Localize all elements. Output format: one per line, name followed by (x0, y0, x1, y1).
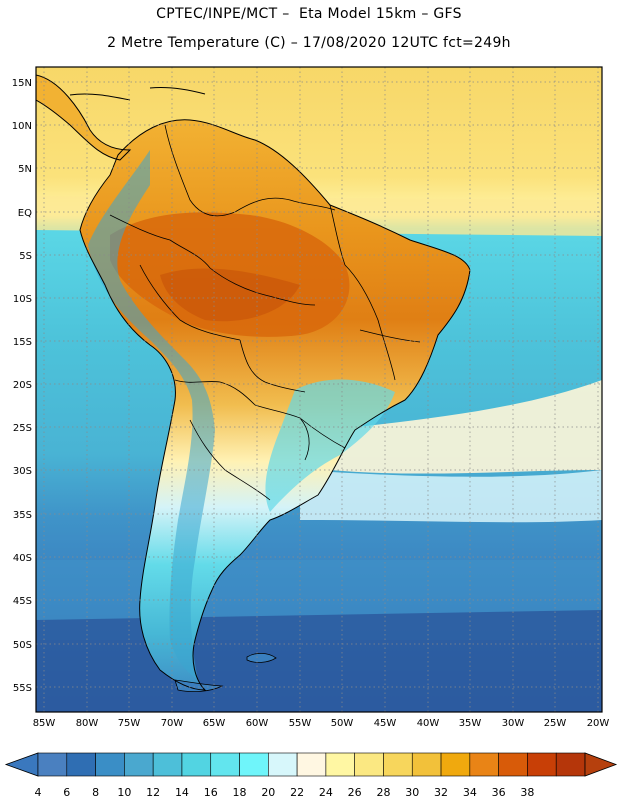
legend-tick-label: 28 (376, 786, 390, 799)
legend-high-arrow (584, 752, 618, 777)
legend-color-box (440, 752, 471, 777)
lat-label: 15S (13, 337, 32, 348)
lat-label: 10N (12, 121, 32, 132)
lon-label: 45W (374, 718, 397, 729)
legend-color-box (152, 752, 183, 777)
legend-color-box (124, 752, 154, 777)
lon-label: 25W (544, 718, 567, 729)
legend-color-box (268, 752, 298, 777)
legend-tick-label: 30 (405, 786, 419, 799)
legend-tick-label: 20 (261, 786, 275, 799)
legend-tick-label: 10 (117, 786, 131, 799)
legend-color-box (239, 752, 269, 777)
lat-label: 20S (13, 380, 32, 391)
lat-label: 15N (12, 78, 32, 89)
lat-label: 40S (13, 553, 32, 564)
legend-color-box (95, 752, 125, 777)
lat-label: 5S (19, 251, 32, 262)
legend-color-box (469, 752, 499, 777)
legend-color-box (498, 752, 528, 777)
legend-tick-label: 6 (63, 786, 70, 799)
lat-label: 10S (13, 294, 32, 305)
lon-label: 55W (289, 718, 312, 729)
legend-tick-label: 24 (319, 786, 333, 799)
legend-color-box (354, 752, 384, 777)
lon-label: 65W (203, 718, 226, 729)
legend-color-box (383, 752, 413, 777)
legend-tick-label: 38 (520, 786, 534, 799)
lat-label: 25S (13, 423, 32, 434)
map-field (36, 67, 602, 712)
legend-color-box (37, 752, 68, 777)
lat-label: 45S (13, 596, 32, 607)
legend-tick-label: 22 (290, 786, 304, 799)
map-frame (35, 66, 603, 713)
lon-label: 50W (331, 718, 354, 729)
lon-label: 60W (246, 718, 269, 729)
legend-tick-label: 32 (434, 786, 448, 799)
legend-color-box (210, 752, 240, 777)
lon-label: 20W (587, 718, 610, 729)
lon-label: 35W (459, 718, 482, 729)
legend-color-box (527, 752, 557, 777)
lon-label: 30W (502, 718, 525, 729)
legend-tick-label: 8 (92, 786, 99, 799)
lon-label: 85W (33, 718, 56, 729)
lon-label: 75W (118, 718, 141, 729)
lat-label: 35S (13, 510, 32, 521)
legend-tick-label: 4 (35, 786, 42, 799)
legend-low-arrow (4, 752, 39, 777)
legend-color-box (66, 752, 96, 777)
legend-color-box (555, 752, 586, 777)
color-scale-legend: 4 6 8 10 12 14 16 18 20 22 24 26 28 30 32 34 36 38 (4, 752, 618, 799)
lon-label: 40W (417, 718, 440, 729)
lon-label: 80W (76, 718, 99, 729)
latitude-labels: 15N 10N 5N EQ 5S 10S 15S 20S 25S 30S 35S… (12, 78, 32, 694)
lat-label: EQ (18, 208, 32, 219)
legend-tick-label: 34 (463, 786, 477, 799)
lat-label: 30S (13, 466, 32, 477)
chart-title-line2: 2 Metre Temperature (C) – 17/08/2020 12U… (107, 35, 511, 51)
legend-tick-label: 12 (146, 786, 160, 799)
longitude-labels: 85W 80W 75W 70W 65W 60W 55W 50W 45W 40W … (33, 718, 610, 729)
temperature-map: 15N 10N 5N EQ 5S 10S 15S 20S 25S 30S 35S… (12, 66, 610, 729)
lat-label: 5N (18, 164, 32, 175)
lon-label: 70W (161, 718, 184, 729)
legend-tick-label: 14 (175, 786, 189, 799)
chart-title-line1: CPTEC/INPE/MCT – Eta Model 15km – GFS (156, 6, 462, 22)
legend-tick-label: 26 (348, 786, 362, 799)
lat-label: 50S (13, 640, 32, 651)
lat-label: 55S (13, 683, 32, 694)
legend-tick-label: 18 (233, 786, 247, 799)
legend-color-box (296, 752, 327, 777)
legend-color-box (181, 752, 212, 777)
legend-color-box (411, 752, 442, 777)
legend-color-box (325, 752, 355, 777)
legend-tick-label: 16 (204, 786, 218, 799)
legend-tick-label: 36 (492, 786, 506, 799)
